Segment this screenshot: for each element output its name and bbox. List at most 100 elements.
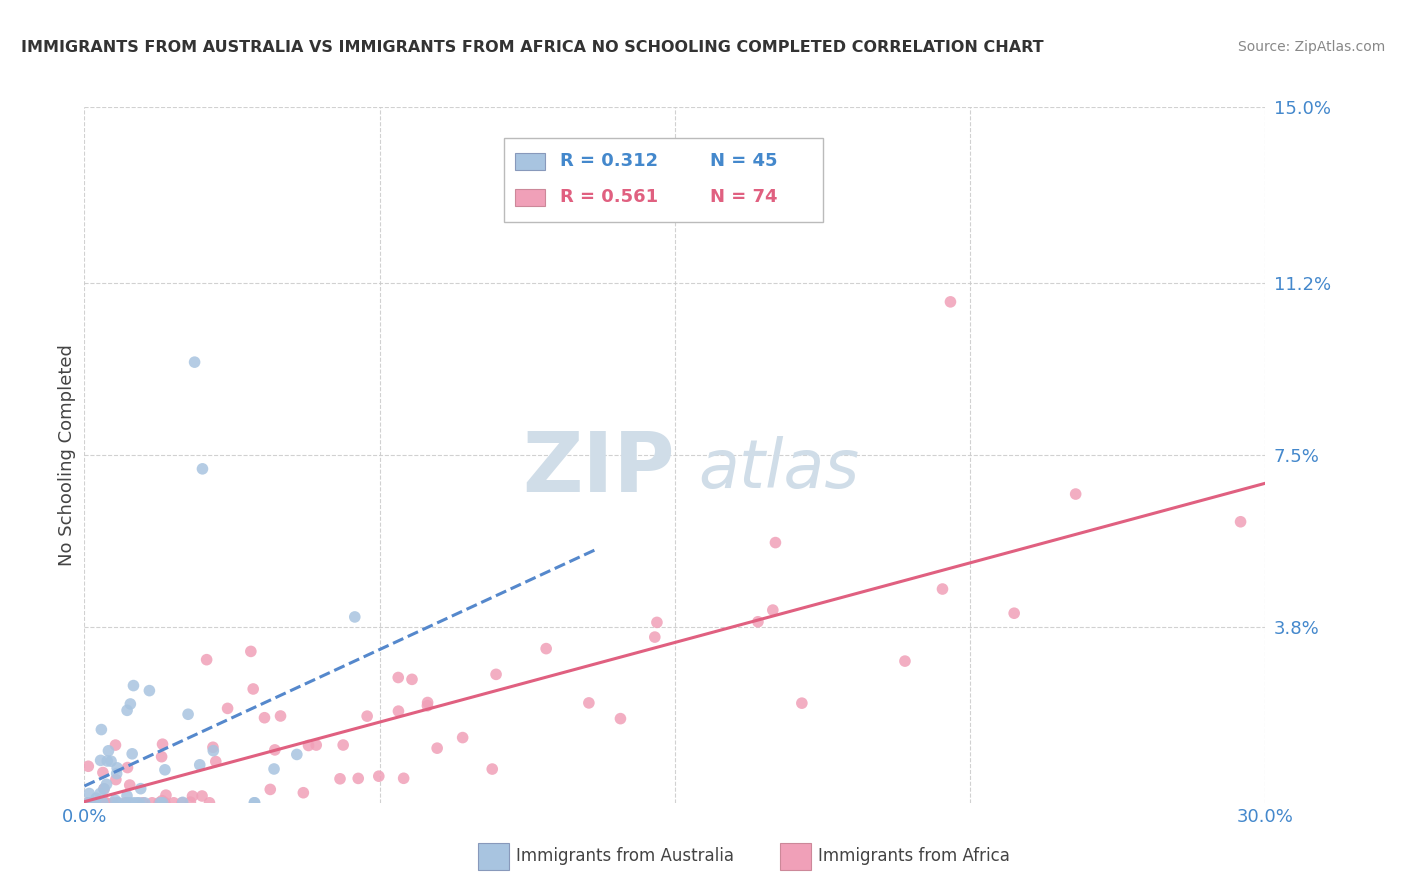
Point: [765, 535, 787, 549]
Point: [77, 796, 100, 810]
Point: [243, 796, 266, 810]
Point: [77, 787, 100, 801]
Point: [107, 796, 129, 810]
Point: [485, 667, 508, 681]
Point: [155, 788, 177, 802]
Text: N = 74: N = 74: [710, 188, 778, 206]
Text: R = 0.561: R = 0.561: [561, 188, 658, 206]
Point: [534, 641, 557, 656]
Point: [101, 796, 124, 810]
Point: [305, 738, 328, 752]
Point: [183, 355, 205, 369]
Point: [77, 796, 100, 810]
Point: [367, 769, 389, 783]
Point: [114, 796, 136, 810]
Point: [122, 679, 145, 693]
Point: [129, 781, 152, 796]
Point: [153, 763, 176, 777]
Point: [253, 711, 276, 725]
Point: [263, 743, 285, 757]
Point: [191, 462, 214, 476]
Point: [153, 796, 176, 810]
Point: [332, 738, 354, 752]
Text: Immigrants from Australia: Immigrants from Australia: [516, 847, 734, 865]
Point: [77, 796, 100, 810]
Point: [104, 738, 127, 752]
Point: [191, 789, 214, 803]
Point: [931, 582, 953, 596]
Point: [181, 789, 204, 804]
FancyBboxPatch shape: [516, 153, 546, 170]
Point: [263, 762, 285, 776]
Point: [115, 789, 138, 803]
Point: [747, 615, 769, 629]
Text: Immigrants from Africa: Immigrants from Africa: [818, 847, 1010, 865]
Point: [97, 744, 120, 758]
Point: [243, 796, 266, 810]
Point: [117, 796, 139, 810]
Point: [204, 755, 226, 769]
Point: [201, 740, 224, 755]
Point: [451, 731, 474, 745]
Point: [84, 791, 107, 805]
Point: [94, 796, 117, 810]
Point: [762, 603, 785, 617]
Point: [894, 654, 917, 668]
Point: [141, 796, 163, 810]
Point: [100, 754, 122, 768]
Point: [270, 709, 292, 723]
Point: [104, 793, 127, 807]
Point: [93, 781, 115, 796]
Point: [128, 796, 150, 810]
Point: [152, 737, 174, 751]
Point: [329, 772, 352, 786]
Point: [401, 673, 423, 687]
Point: [148, 796, 170, 810]
Point: [83, 796, 105, 810]
Point: [105, 761, 128, 775]
Text: ZIP: ZIP: [523, 428, 675, 509]
Point: [150, 794, 173, 808]
Text: R = 0.312: R = 0.312: [561, 153, 658, 170]
Point: [1229, 515, 1251, 529]
Point: [121, 747, 143, 761]
Point: [96, 777, 118, 791]
Text: Source: ZipAtlas.com: Source: ZipAtlas.com: [1237, 40, 1385, 54]
Point: [134, 796, 156, 810]
Point: [343, 610, 366, 624]
Text: atlas: atlas: [699, 436, 859, 502]
Point: [138, 683, 160, 698]
Point: [89, 787, 111, 801]
Point: [77, 759, 100, 773]
Point: [118, 796, 141, 810]
Point: [356, 709, 378, 723]
Point: [94, 796, 117, 810]
Point: [426, 741, 449, 756]
Point: [285, 747, 308, 762]
Point: [644, 630, 666, 644]
Point: [198, 796, 221, 810]
Point: [347, 772, 370, 786]
Point: [609, 712, 631, 726]
Point: [93, 781, 115, 796]
Point: [939, 294, 962, 309]
FancyBboxPatch shape: [516, 189, 546, 206]
Point: [163, 796, 186, 810]
Point: [242, 681, 264, 696]
Point: [91, 765, 114, 780]
Point: [202, 744, 225, 758]
Point: [172, 795, 194, 809]
Point: [790, 696, 813, 710]
Point: [387, 671, 409, 685]
Y-axis label: No Schooling Completed: No Schooling Completed: [58, 344, 76, 566]
Text: IMMIGRANTS FROM AUSTRALIA VS IMMIGRANTS FROM AFRICA NO SCHOOLING COMPLETED CORRE: IMMIGRANTS FROM AUSTRALIA VS IMMIGRANTS …: [21, 40, 1043, 55]
Point: [578, 696, 600, 710]
Point: [82, 796, 104, 810]
Point: [104, 772, 127, 787]
Point: [1002, 606, 1025, 620]
Point: [645, 615, 668, 630]
Point: [91, 796, 114, 810]
Point: [125, 796, 148, 810]
Point: [177, 707, 200, 722]
Point: [105, 766, 128, 780]
